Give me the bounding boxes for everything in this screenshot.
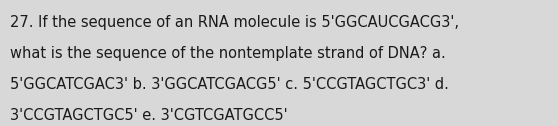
Text: 3'CCGTAGCTGC5' e. 3'CGTCGATGCC5': 3'CCGTAGCTGC5' e. 3'CGTCGATGCC5' [10,108,288,123]
Text: 27. If the sequence of an RNA molecule is 5'GGCAUCGACG3',: 27. If the sequence of an RNA molecule i… [10,15,459,30]
Text: 5'GGCATCGAC3' b. 3'GGCATCGACG5' c. 5'CCGTAGCTGC3' d.: 5'GGCATCGAC3' b. 3'GGCATCGACG5' c. 5'CCG… [10,77,449,92]
Text: what is the sequence of the nontemplate strand of DNA? a.: what is the sequence of the nontemplate … [10,46,446,61]
